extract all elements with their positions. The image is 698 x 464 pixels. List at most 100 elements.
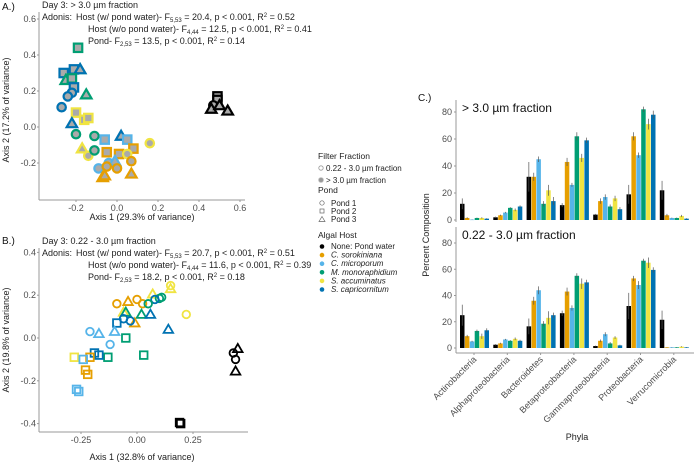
point-square [66, 73, 78, 84]
panel-b-label: B.) [2, 236, 15, 247]
stat-subscript: 2,53 [120, 42, 132, 48]
adonis-stat-line: Pond- F2,53 = 13.5, p < 0.001, R2 = 0.14 [88, 36, 245, 48]
adonis-stat-line: Host (w/o pond water)- F4,44 = 12.5, p <… [88, 24, 312, 36]
point-circle [137, 299, 148, 309]
adonis-label: Adonis: [42, 248, 72, 258]
point-triangle [146, 287, 159, 299]
bar [526, 326, 532, 348]
panel-c-ylabel: Percent Composition [421, 193, 431, 277]
point-circle [126, 155, 137, 167]
x-tick-label: Alphaproteobacteria [448, 354, 512, 418]
legend-host-dot-icon [319, 261, 325, 267]
point-circle [125, 316, 135, 326]
bar [617, 209, 623, 220]
y-tick-label: 0.2 [23, 290, 36, 300]
panel-b-title: Day 3: 0.22 - 3.0 µm fraction [42, 236, 156, 246]
stat-subscript: 5,53 [170, 254, 182, 260]
point-square [99, 134, 110, 145]
bar [636, 155, 641, 220]
stat-superscript: 2 [214, 273, 218, 279]
stat-text: = 20.7, p < 0.001, R [182, 248, 265, 258]
bar [659, 190, 665, 220]
point-triangle [124, 166, 139, 179]
bar [641, 260, 646, 348]
bar [674, 347, 679, 348]
bar [626, 306, 631, 348]
point-circle [105, 339, 115, 350]
bar [574, 136, 580, 220]
x-tick-label: Betaproteobacteria [517, 354, 578, 415]
point-square [103, 352, 113, 362]
bar [474, 217, 480, 220]
stat-text: Pond- F [88, 36, 121, 46]
bar [579, 283, 584, 348]
panel-a-label: A.) [2, 2, 15, 13]
panel-a-title: Day 3: > 3.0 µm fraction [42, 0, 138, 10]
bar [636, 285, 641, 348]
bar [598, 340, 603, 348]
stat-superscript: 2 [280, 261, 284, 267]
point-circle [101, 161, 113, 172]
adonis-label: Adonis: [42, 12, 72, 22]
bar [559, 313, 565, 348]
panel-b-stats: Adonis: Host (w/ pond water)- F5,53 = 20.… [42, 248, 311, 284]
bar [564, 291, 570, 348]
bar [631, 278, 636, 348]
point-circle [85, 326, 95, 337]
stat-superscript: 2 [264, 249, 268, 255]
y-tick-label: -0.4 [20, 419, 36, 429]
legend-host-dot-icon [319, 252, 325, 258]
bar [508, 207, 513, 220]
bar [551, 315, 556, 348]
panel-b-xlabel: Axis 1 (32.8% of variance) [89, 452, 194, 462]
legend-host-item: None: Pond water [331, 242, 395, 251]
stat-text: = 18.2, p < 0.001, R [132, 272, 215, 282]
stat-text: = 0.41 [284, 24, 312, 34]
point-circle [181, 309, 191, 320]
point-circle [143, 299, 153, 309]
bar [484, 330, 489, 348]
stat-subscript: 5,53 [170, 18, 182, 24]
legend-pond-title: Pond [318, 185, 338, 195]
bar [512, 209, 518, 220]
legend-host-item: S. accuminatus [331, 276, 386, 285]
point-circle [112, 299, 122, 309]
bar [679, 215, 684, 220]
legend-fraction-title: Filter Fraction [318, 151, 370, 161]
point-square [69, 352, 79, 362]
bar [517, 340, 523, 348]
y-tick-label: 0.2 [23, 86, 36, 96]
stat-subscript: 2,53 [120, 278, 132, 284]
bar [664, 347, 670, 348]
legend-pond-item: Pond 2 [331, 207, 357, 216]
legend-host-dot-icon [319, 278, 325, 284]
stat-text: = 0.14 [217, 36, 245, 46]
facet-title: > 3.0 µm fraction [462, 101, 552, 115]
point-circle [230, 354, 241, 365]
x-tick-label: Gammaproteobacteria [541, 354, 611, 424]
panel-a-xlabel: Axis 1 (29.3% of variance) [89, 212, 194, 222]
bar [512, 338, 518, 348]
legend-circle-icon [319, 200, 325, 206]
point-square [78, 354, 88, 365]
x-tick-label: 0.6 [234, 203, 247, 213]
point-circle [89, 145, 100, 156]
bar [593, 346, 598, 348]
point-square [128, 143, 139, 154]
legend-triangle-icon [318, 215, 326, 222]
bar [646, 262, 651, 348]
bar [646, 124, 651, 220]
facet-title: 0.22 - 3.0 µm fraction [462, 228, 576, 242]
stat-text: = 0.51 [267, 248, 295, 258]
x-tick-label: 0.2 [152, 203, 165, 213]
bar [546, 317, 551, 348]
panel-a-stats: Adonis: Host (w/ pond water)- F5,53 = 20.… [42, 12, 312, 48]
point-square [174, 417, 185, 428]
bar [641, 109, 646, 220]
y-tick-label: 0.4 [23, 247, 36, 257]
y-tick-label: -0.2 [20, 376, 36, 386]
y-tick-label: 80 [442, 238, 452, 248]
point-circle [70, 128, 82, 140]
